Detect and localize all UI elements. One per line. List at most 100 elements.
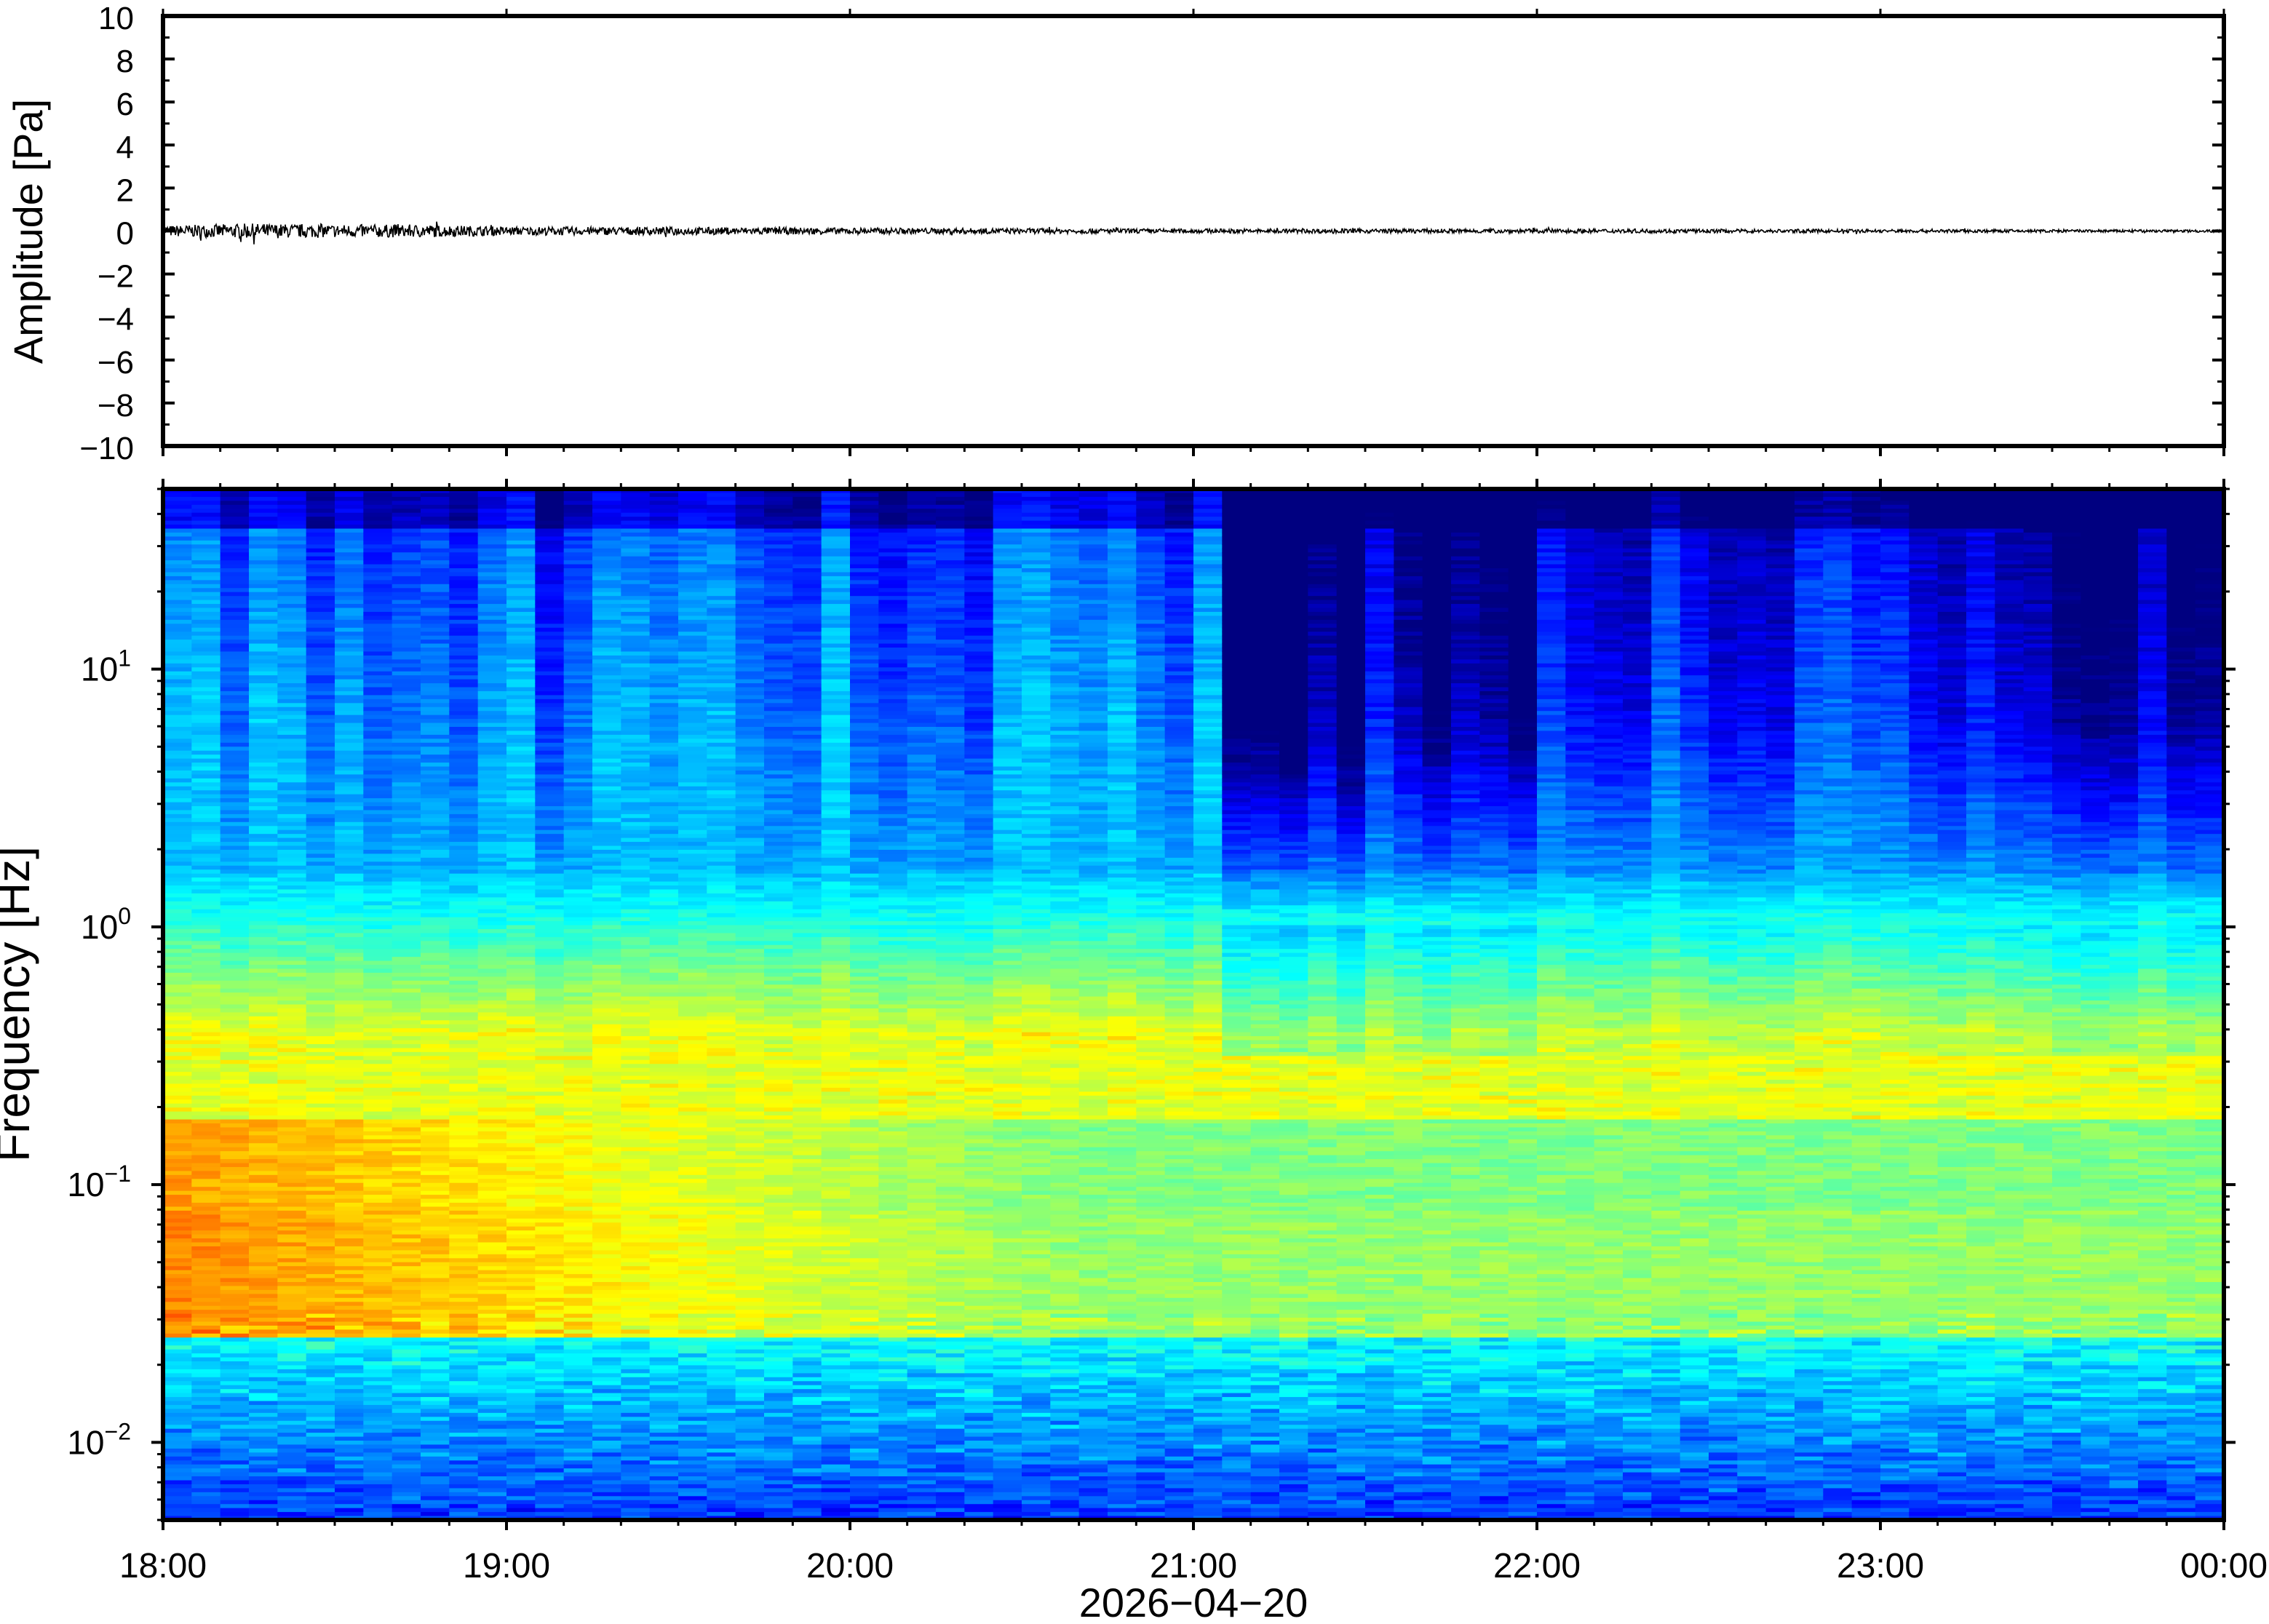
spectrogram-cell [220,679,250,684]
spectrogram-cell [392,1087,421,1092]
spectrogram-cell [563,806,593,811]
spectrogram-cell [191,1123,221,1129]
spectrogram-cell [477,778,507,783]
spectrogram-cell [563,1099,593,1104]
spectrogram-cell [363,1496,393,1501]
spectrogram-cell [649,651,679,656]
spectrogram-cell [421,564,450,569]
spectrogram-cell [592,592,621,597]
spectrogram-cell [421,1349,450,1354]
spectrogram-cell [191,624,221,629]
spectrogram-cell [506,1397,536,1402]
spectrogram-cell [421,560,450,565]
spectrogram-cell [220,818,250,823]
spectrogram-cell [678,1254,707,1259]
spectrogram-cell [621,572,651,577]
spectrogram-cell [363,739,393,744]
spectrogram-cell [506,528,536,533]
spectrogram-cell [363,1412,393,1417]
spectrogram-cell [163,1476,192,1481]
spectrogram-cell [392,1318,421,1323]
spectrogram-cell [220,1036,250,1041]
spectrogram-cell [421,1095,450,1100]
spectrogram-cell [363,889,393,894]
spectrogram-cell [477,1385,507,1390]
spectrogram-cell [421,1072,450,1077]
spectrogram-cell [592,1234,621,1239]
spectrogram-cell [506,1230,536,1235]
spectrogram-cell [421,1472,450,1477]
spectrogram-cell [363,1210,393,1215]
spectrogram-cell [392,1325,421,1330]
spectrogram-cell [335,949,364,954]
spectrogram-cell [649,1361,679,1366]
spectrogram-cell [363,1397,393,1402]
spectrogram-cell [392,1441,421,1446]
spectrogram-cell [592,976,621,982]
spectrogram-cell [249,1246,278,1251]
spectrogram-cell [277,1083,307,1088]
spectrogram-cell [563,1143,593,1148]
spectrogram-cell [477,766,507,771]
spectrogram-cell [249,1075,278,1080]
spectrogram-cell [277,1135,307,1140]
spectrogram-cell [477,564,507,569]
spectrogram-cell [477,663,507,668]
amplitude-y-tick-label: 10 [98,1,134,36]
spectrogram-cell [306,1012,335,1017]
spectrogram-cell [477,782,507,787]
spectrogram-cell [306,671,335,676]
spectrogram-cell [306,976,335,982]
spectrogram-cell [392,992,421,998]
spectrogram-cell [191,616,221,621]
spectrogram-cell [563,1401,593,1406]
spectrogram-cell [163,949,192,954]
spectrogram-cell [678,865,707,870]
spectrogram-cell [163,1044,192,1049]
spectrogram-cell [335,957,364,962]
spectrogram-cell [421,600,450,605]
spectrogram-cell [306,1310,335,1315]
spectrogram-cell [563,739,593,744]
spectrogram-cell [535,1365,565,1370]
spectrogram-cell [163,1190,192,1195]
spectrogram-cell [621,1048,651,1053]
spectrogram-cell [191,1294,221,1299]
spectrogram-cell [449,1020,479,1025]
spectrogram-cell [335,755,364,760]
spectrogram-cell [249,671,278,676]
spectrogram-cell [392,1020,421,1025]
spectrogram-cell [277,1325,307,1330]
spectrogram-cell [621,651,651,656]
spectrogram-cell [621,687,651,692]
spectrogram-cell [249,1325,278,1330]
spectrogram-cell [621,504,651,509]
spectrogram-cell [535,1171,565,1176]
spectrogram-cell [563,778,593,783]
spectrogram-cell [335,1254,364,1259]
spectrogram-cell [477,1210,507,1215]
spectrogram-cell [449,501,479,506]
spectrogram-cell [163,1258,192,1263]
spectrogram-cell [277,1016,307,1021]
spectrogram-cell [477,857,507,862]
spectrogram-cell [306,1056,335,1061]
spectrogram-cell [449,727,479,732]
spectrogram-cell [477,1174,507,1179]
spectrogram-cell [392,810,421,815]
spectrogram-cell [449,810,479,815]
spectrogram-cell [277,517,307,522]
spectrogram-cell [191,1464,221,1469]
spectrogram-cell [649,1214,679,1219]
spectrogram-cell [506,1302,536,1307]
spectrogram-cell [220,1310,250,1315]
spectrogram-cell [477,873,507,878]
spectrogram-cell [477,1321,507,1326]
spectrogram-cell [392,1404,421,1409]
spectrogram-cell [449,1107,479,1112]
spectrogram-cell [163,941,192,946]
spectrogram-cell [392,1472,421,1477]
spectrogram-cell [506,1198,536,1203]
spectrogram-cell [506,1488,536,1493]
spectrogram-cell [649,1119,679,1124]
